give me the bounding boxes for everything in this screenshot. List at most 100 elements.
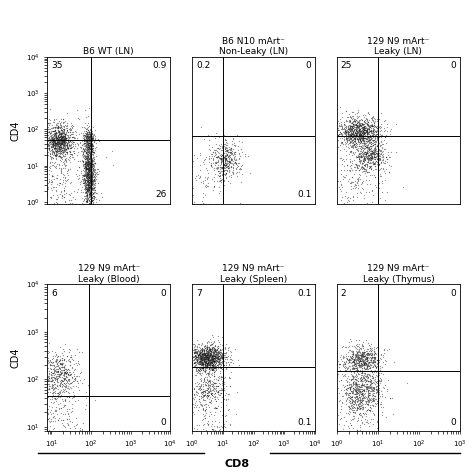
Point [361, 130, 368, 137]
Point [370, 150, 378, 158]
Point [216, 354, 223, 362]
Point [227, 351, 235, 359]
Point [364, 347, 371, 355]
Point [350, 123, 358, 130]
Point [363, 365, 370, 373]
Point [369, 139, 377, 146]
Point [199, 364, 207, 372]
Point [348, 404, 356, 412]
Point [346, 135, 354, 142]
Point [83, 173, 91, 180]
Point [356, 388, 364, 396]
Point [203, 344, 210, 352]
Point [55, 136, 62, 143]
Point [359, 130, 366, 138]
Point [346, 131, 353, 138]
Point [354, 124, 361, 132]
Point [356, 189, 364, 196]
Point [217, 373, 225, 380]
Point [210, 338, 218, 346]
Point [85, 164, 92, 172]
Point [197, 353, 205, 361]
Point [362, 153, 370, 160]
Point [88, 129, 96, 137]
Point [353, 394, 360, 401]
Point [86, 200, 94, 207]
Point [80, 142, 88, 149]
Point [85, 163, 92, 171]
Point [374, 142, 381, 150]
Point [340, 371, 348, 379]
Point [366, 377, 374, 384]
Point [54, 394, 61, 402]
Point [343, 384, 351, 392]
Point [57, 135, 64, 142]
Point [64, 140, 71, 148]
Point [51, 134, 58, 142]
Point [349, 130, 356, 137]
Point [354, 404, 362, 412]
Point [38, 375, 46, 383]
Point [344, 177, 352, 185]
Point [62, 371, 70, 378]
Point [358, 129, 366, 137]
Point [57, 139, 64, 147]
Point [343, 117, 350, 125]
Point [203, 354, 210, 361]
Point [34, 160, 41, 168]
Point [87, 160, 94, 167]
Point [82, 210, 90, 217]
Point [74, 383, 82, 391]
Point [204, 353, 212, 361]
Point [340, 363, 347, 370]
Point [192, 367, 200, 375]
Point [86, 139, 94, 147]
Point [91, 136, 99, 144]
Point [363, 364, 371, 372]
Point [72, 421, 79, 428]
Point [189, 157, 197, 165]
Point [84, 172, 91, 179]
Point [192, 388, 200, 395]
Point [358, 365, 365, 372]
Point [358, 132, 365, 140]
Point [203, 364, 211, 371]
Point [355, 362, 363, 369]
Point [361, 128, 368, 136]
Point [88, 147, 95, 155]
Point [49, 425, 56, 433]
Point [199, 352, 207, 360]
Point [366, 159, 374, 167]
Point [71, 370, 78, 378]
Point [187, 202, 195, 210]
Point [86, 164, 94, 171]
Point [370, 148, 378, 156]
Point [66, 145, 73, 152]
Point [340, 199, 347, 207]
Point [89, 139, 96, 147]
Point [363, 116, 371, 123]
Point [82, 153, 90, 160]
Point [220, 176, 228, 184]
Point [336, 128, 344, 136]
Point [198, 388, 205, 396]
Point [83, 199, 91, 206]
Point [83, 197, 91, 204]
Point [87, 200, 94, 208]
Point [206, 347, 213, 355]
Point [59, 170, 66, 177]
Point [222, 173, 229, 181]
Point [87, 145, 94, 153]
Point [86, 183, 94, 191]
Point [353, 390, 361, 397]
Point [348, 136, 356, 144]
Point [63, 373, 70, 381]
Point [203, 361, 210, 369]
Point [205, 369, 213, 377]
Point [344, 384, 352, 392]
Point [353, 109, 361, 117]
Point [346, 358, 353, 366]
Point [210, 164, 218, 172]
Point [44, 180, 52, 187]
Point [210, 361, 218, 369]
